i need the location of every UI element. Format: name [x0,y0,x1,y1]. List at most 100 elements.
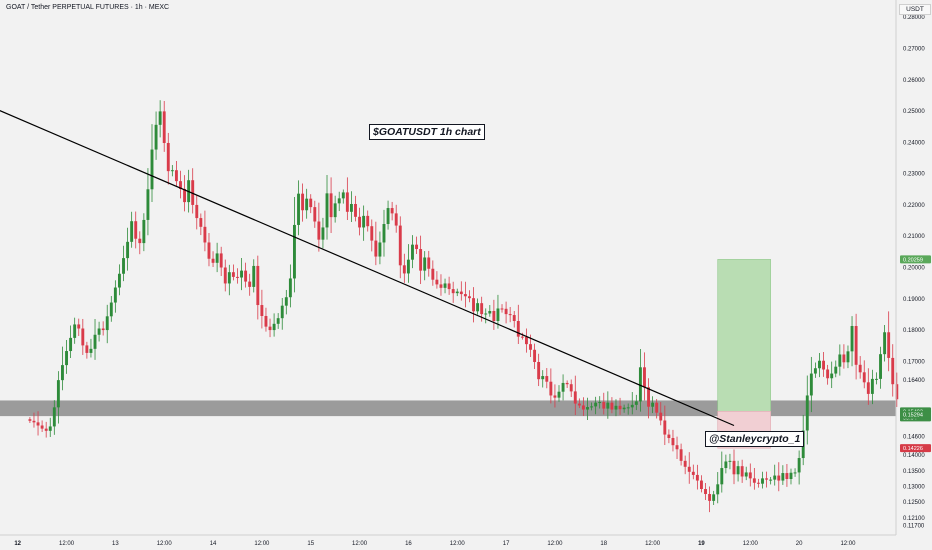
candle[interactable] [439,274,443,296]
candle[interactable] [687,452,691,484]
candle[interactable] [541,370,545,388]
candle[interactable] [748,463,752,487]
candle[interactable] [569,379,573,398]
candle[interactable] [789,468,793,485]
candle[interactable] [643,352,646,401]
candle[interactable] [207,233,211,267]
candle[interactable] [647,378,650,419]
candle[interactable] [724,454,728,474]
candle[interactable] [97,321,101,342]
candle[interactable] [691,464,695,480]
candle[interactable] [349,191,353,223]
candle[interactable] [549,368,553,404]
candle[interactable] [472,287,475,323]
candle[interactable] [402,253,406,283]
candle[interactable] [842,344,846,369]
candle[interactable] [463,281,467,308]
candle[interactable] [700,475,703,493]
candle[interactable] [455,288,459,297]
candle[interactable] [191,168,195,214]
candle[interactable] [716,472,720,504]
candle[interactable] [374,221,378,266]
candle[interactable] [447,276,451,295]
candle[interactable] [179,170,182,199]
candle[interactable] [195,195,199,230]
candle[interactable] [667,429,671,444]
candle[interactable] [215,242,219,273]
candle[interactable] [158,100,162,138]
candle[interactable] [695,464,699,490]
candle[interactable] [756,478,760,488]
candle[interactable] [293,196,296,293]
candle[interactable] [382,209,386,257]
price-axis[interactable]: 0.12100 0.12500 0.13000 0.13500 0.14000 0.146… [903,15,925,529]
candle[interactable] [101,321,105,336]
candle[interactable] [378,231,382,265]
candle[interactable] [398,216,402,279]
candle[interactable] [227,264,231,296]
candle[interactable] [386,200,390,230]
candle[interactable] [866,368,870,405]
candle[interactable] [769,476,773,485]
candle[interactable] [777,462,781,492]
candle[interactable] [113,280,117,313]
candle[interactable] [154,111,158,160]
candle[interactable] [516,304,520,344]
candle[interactable] [838,344,842,376]
candle[interactable] [712,490,716,505]
candle[interactable] [858,356,862,379]
candle[interactable] [297,180,300,236]
candle[interactable] [459,281,463,301]
candle[interactable] [797,450,801,485]
candle[interactable] [431,260,435,286]
candle[interactable] [203,210,207,252]
candle[interactable] [793,468,797,477]
candle[interactable] [28,417,32,423]
candle[interactable] [736,460,740,482]
candle[interactable] [109,295,113,322]
candle[interactable] [565,380,569,388]
candle[interactable] [309,194,313,214]
candle[interactable] [419,235,423,285]
candle[interactable] [411,235,414,269]
candle[interactable] [236,268,239,284]
candle[interactable] [581,397,585,416]
candle[interactable] [280,297,284,330]
candle[interactable] [830,361,834,389]
candle[interactable] [468,290,471,303]
candle[interactable] [451,281,455,303]
candle[interactable] [818,352,821,378]
candle[interactable] [32,412,36,428]
candle[interactable] [598,396,602,409]
candle[interactable] [524,328,528,353]
candle[interactable] [826,364,830,385]
candle[interactable] [358,207,362,236]
candle[interactable] [130,211,134,248]
candle[interactable] [61,346,64,391]
candle[interactable] [48,417,52,437]
candle[interactable] [288,264,292,308]
candle[interactable] [594,396,598,415]
candle[interactable] [325,175,329,240]
candle[interactable] [512,310,516,328]
candle[interactable] [89,338,93,358]
candle[interactable] [728,453,732,470]
candle[interactable] [256,255,260,320]
candle[interactable] [846,345,850,369]
candle[interactable] [630,392,634,415]
candle[interactable] [557,385,561,402]
candle[interactable] [854,313,858,380]
candle[interactable] [484,308,488,324]
candle[interactable] [834,360,838,378]
candle[interactable] [785,464,789,487]
candle[interactable] [40,420,44,433]
candle[interactable] [122,245,125,282]
currency-label[interactable]: USDT [899,4,931,15]
candle[interactable] [809,356,813,413]
candle[interactable] [573,375,577,416]
candle[interactable] [317,202,321,252]
candle[interactable] [138,231,142,255]
candle[interactable] [366,210,370,232]
candle[interactable] [248,273,252,296]
candle[interactable] [166,132,170,185]
